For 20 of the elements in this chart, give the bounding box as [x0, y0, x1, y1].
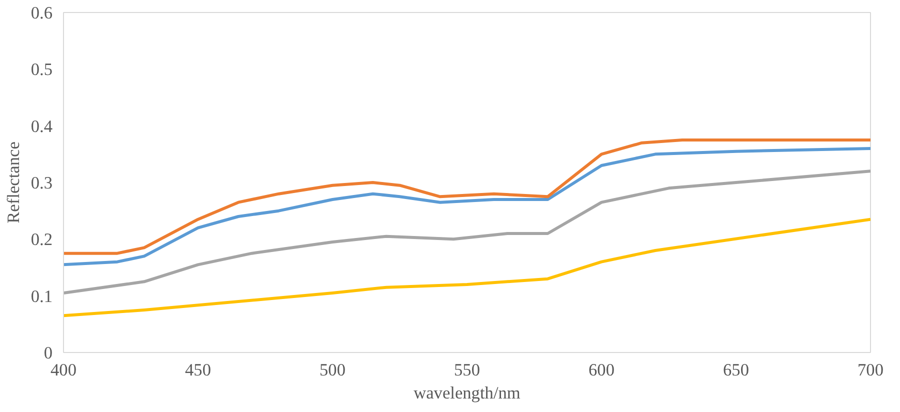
y-tick-label: 0.3	[30, 174, 53, 192]
x-tick-label: 500	[320, 360, 346, 380]
x-tick-label: 650	[723, 360, 750, 380]
y-tick-label: 0.6	[30, 4, 53, 22]
x-axis-title: wavelength/nm	[414, 384, 521, 402]
y-tick-label: 0.2	[30, 230, 53, 250]
y-axis-title: Reflectance	[4, 141, 23, 224]
y-tick-label: 0	[44, 344, 53, 362]
y-tick-label: 0.1	[30, 286, 53, 306]
line-series	[64, 138, 870, 255]
x-tick-label: 550	[454, 360, 480, 380]
x-tick-label: 600	[588, 360, 615, 380]
y-tick-label: 0.5	[30, 60, 53, 80]
x-tick-label: 450	[185, 360, 212, 380]
y-tick-label: 0.4	[30, 116, 53, 136]
line-series	[64, 170, 870, 294]
line-series	[64, 147, 870, 266]
x-tick-label: 700	[858, 360, 884, 380]
line-series	[64, 218, 870, 318]
x-tick-label: 400	[50, 360, 77, 380]
